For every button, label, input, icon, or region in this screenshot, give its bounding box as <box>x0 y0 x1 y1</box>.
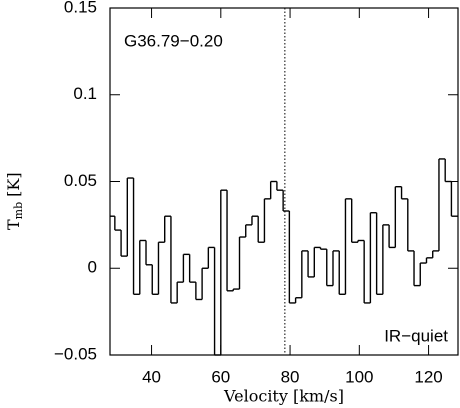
plot-frame <box>109 7 459 356</box>
y-axis-label: Tmb [K] <box>4 172 26 230</box>
annotation: IR−quiet <box>384 326 448 345</box>
y-tick-label: −0.05 <box>54 344 97 363</box>
y-tick-label: 0.15 <box>64 0 97 16</box>
x-tick-label: 40 <box>142 367 161 386</box>
x-tick-label: 100 <box>345 367 373 386</box>
y-label-t: T <box>4 219 23 230</box>
y-label-main: Tmb [K] <box>4 172 26 230</box>
y-tick-label: 0 <box>88 258 97 277</box>
y-tick-label: 0.05 <box>64 171 97 190</box>
x-axis-label: Velocity [km/s] <box>223 387 344 406</box>
y-tick-label: 0.1 <box>73 84 97 103</box>
x-tick-label: 120 <box>414 367 442 386</box>
x-tick-label: 60 <box>211 367 230 386</box>
y-label-unit: [K] <box>4 172 23 196</box>
x-tick-label: 80 <box>281 367 300 386</box>
chart-title: G36.79−0.20 <box>124 31 223 50</box>
y-label-sub: mb <box>12 202 25 219</box>
